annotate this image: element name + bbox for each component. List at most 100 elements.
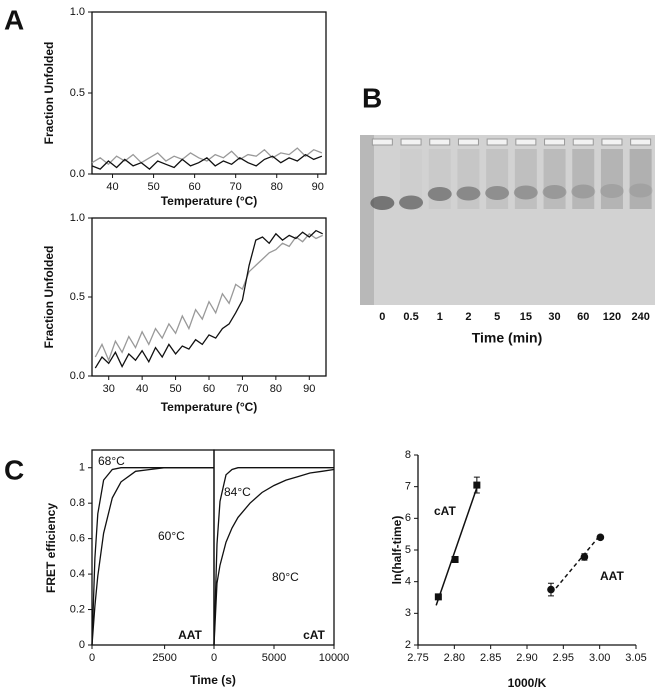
- gel-band: [628, 183, 653, 198]
- x-tick-label: 0: [211, 652, 217, 664]
- y-tick-label: 0.5: [70, 87, 85, 99]
- point: [547, 585, 555, 594]
- point: [451, 556, 459, 563]
- lane-label: 5: [494, 311, 500, 323]
- gel-smear: [486, 149, 509, 209]
- x-tick-label: 2.85: [480, 652, 501, 664]
- x-tick-label: 90: [303, 383, 315, 395]
- y-tick-label: 3: [405, 607, 411, 619]
- lane-label: 15: [520, 311, 532, 323]
- data-line: [91, 467, 214, 646]
- gel-well: [515, 138, 537, 146]
- x-tick-label: 10000: [319, 652, 350, 664]
- gel-smear: [400, 149, 423, 209]
- panel-letter: C: [4, 454, 24, 485]
- data-line: [213, 468, 335, 646]
- x-tick-label: 80: [270, 383, 282, 395]
- y-tick-label: 7: [405, 481, 411, 493]
- data-line: [94, 229, 323, 369]
- lane-label: 1: [437, 311, 443, 323]
- panel-letter: B: [362, 82, 382, 113]
- x-tick-label: 30: [103, 383, 115, 395]
- x-tick-label: 50: [169, 383, 181, 395]
- plot-frame: [213, 449, 335, 646]
- series-label: AAT: [600, 569, 624, 583]
- lane-label: 2: [465, 311, 471, 323]
- series-label: 68°C: [98, 454, 125, 468]
- y-tick-label: 1: [79, 462, 85, 474]
- y-tick-label: 0.0: [70, 168, 85, 180]
- series-label: 60°C: [158, 529, 185, 543]
- gel-image: [360, 135, 655, 305]
- y-tick-label: 4: [405, 576, 411, 588]
- gel-smear: [543, 149, 566, 209]
- gel-band: [370, 196, 395, 210]
- corner-label: cAT: [303, 628, 325, 642]
- gel-well: [486, 138, 508, 146]
- x-tick-label: 5000: [262, 652, 286, 664]
- fit-line: [555, 535, 601, 589]
- series-label: 80°C: [272, 570, 299, 584]
- fit-line: [435, 483, 480, 606]
- data-line: [213, 467, 334, 646]
- x-tick-label: 60: [203, 383, 215, 395]
- lane-label: 120: [603, 311, 621, 323]
- y-tick-label: 0.0: [70, 370, 85, 382]
- gel-band: [513, 185, 538, 200]
- gel-well: [572, 138, 594, 146]
- x-tick-label: 70: [236, 383, 248, 395]
- y-axis-label: Fraction Unfolded: [42, 42, 56, 145]
- x-tick-label: 2.80: [444, 652, 465, 664]
- data-line: [91, 467, 214, 646]
- y-axis-label: FRET efficiency: [44, 503, 58, 593]
- lane-label: 30: [548, 311, 560, 323]
- gel-band: [571, 184, 596, 199]
- y-tick-label: 0.4: [70, 568, 85, 580]
- gel-band: [456, 186, 481, 201]
- gel-band: [427, 187, 452, 201]
- point: [596, 533, 605, 542]
- gel-smear: [514, 149, 537, 209]
- lane-label: 240: [631, 311, 649, 323]
- x-axis-label: Time (min): [472, 330, 543, 346]
- x-tick-label: 2.95: [553, 652, 574, 664]
- series-label: 84°C: [224, 485, 251, 499]
- x-tick-label: 3.05: [625, 652, 646, 664]
- lane-label: 60: [577, 311, 589, 323]
- point: [580, 553, 589, 561]
- gel-shade: [360, 135, 374, 305]
- corner-label: AAT: [178, 628, 202, 642]
- gel-band: [542, 185, 567, 199]
- gel-band: [485, 186, 510, 200]
- x-axis-label: Time (s): [190, 673, 236, 687]
- y-tick-label: 1.0: [70, 6, 85, 18]
- y-tick-label: 0.2: [70, 603, 85, 615]
- x-tick-label: 2500: [152, 652, 176, 664]
- gel-band: [399, 195, 424, 210]
- x-tick-label: 80: [271, 181, 283, 193]
- gel-smear: [600, 149, 623, 209]
- lane-label: 0: [379, 311, 385, 323]
- gel-well: [601, 138, 623, 146]
- gel-smear: [629, 149, 652, 209]
- series-label: cAT: [434, 504, 456, 518]
- x-tick-label: 90: [312, 181, 324, 193]
- x-tick-label: 0: [89, 652, 95, 664]
- gel-band: [599, 184, 624, 198]
- gel-well: [371, 138, 393, 146]
- y-tick-label: 8: [405, 449, 411, 461]
- gel-smear: [572, 149, 595, 209]
- y-tick-label: 2: [405, 639, 411, 651]
- y-axis-label: Fraction Unfolded: [42, 246, 56, 349]
- x-axis-label: 1000/K: [508, 676, 547, 690]
- point: [434, 593, 442, 601]
- x-tick-label: 3.00: [589, 652, 610, 664]
- x-tick-label: 2.90: [516, 652, 537, 664]
- x-tick-label: 40: [106, 181, 118, 193]
- x-tick-label: 50: [147, 181, 159, 193]
- plot-frame: [91, 217, 327, 377]
- data-line: [91, 153, 323, 170]
- plot-frame: [91, 11, 327, 175]
- y-tick-label: 1.0: [70, 212, 85, 224]
